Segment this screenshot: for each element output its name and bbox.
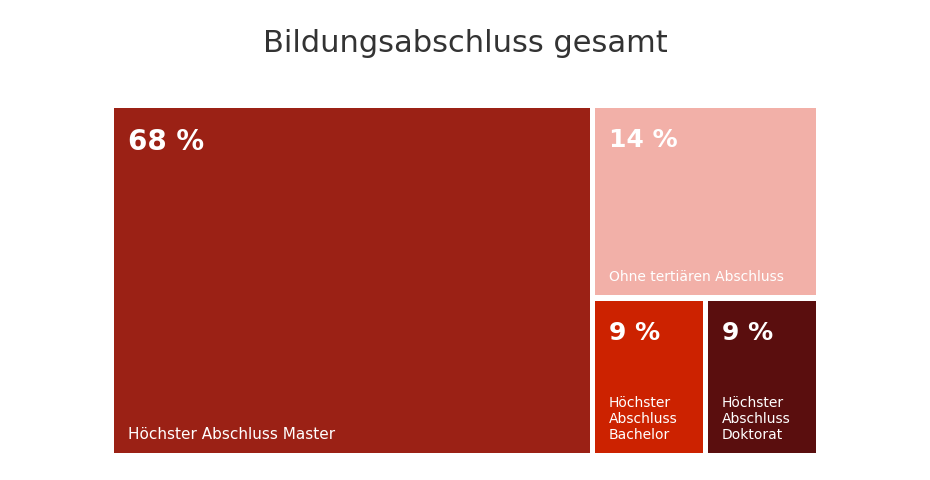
Text: Bildungsabschluss gesamt: Bildungsabschluss gesamt: [262, 29, 668, 58]
FancyBboxPatch shape: [708, 301, 816, 453]
Text: 68 %: 68 %: [128, 128, 205, 156]
Text: Höchster
Abschluss
Doktorat: Höchster Abschluss Doktorat: [722, 395, 790, 441]
FancyBboxPatch shape: [114, 108, 590, 453]
Text: 9 %: 9 %: [722, 320, 773, 344]
FancyBboxPatch shape: [595, 108, 816, 296]
Text: Höchster
Abschluss
Bachelor: Höchster Abschluss Bachelor: [609, 395, 678, 441]
Text: 9 %: 9 %: [609, 320, 660, 344]
FancyBboxPatch shape: [595, 301, 703, 453]
Text: Ohne tertiären Abschluss: Ohne tertiären Abschluss: [609, 270, 784, 284]
Text: Höchster Abschluss Master: Höchster Abschluss Master: [128, 426, 336, 441]
Text: 14 %: 14 %: [609, 128, 677, 152]
